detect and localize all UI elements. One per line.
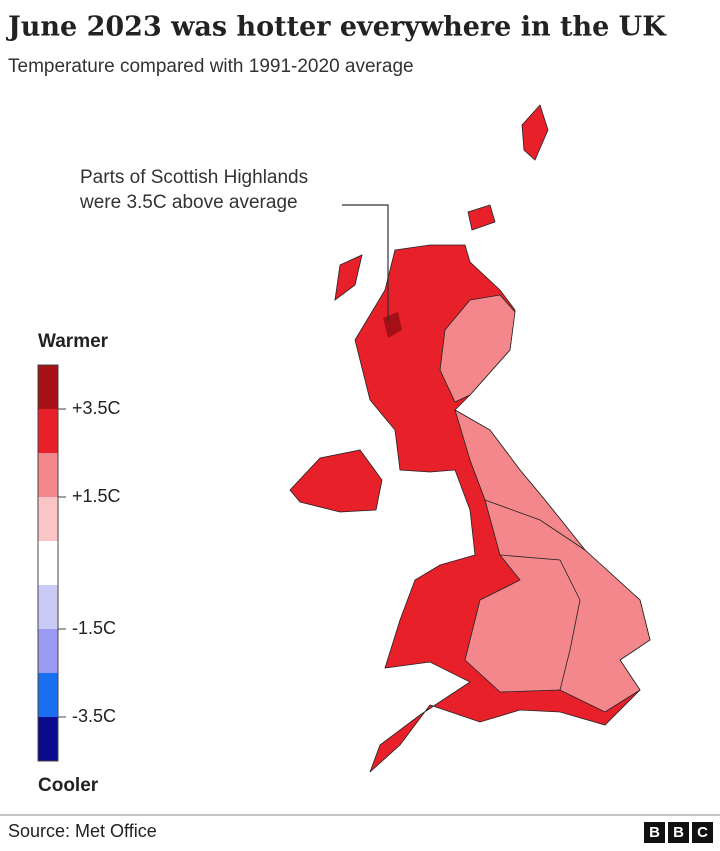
legend-swatch	[38, 541, 58, 585]
logo-block	[692, 822, 713, 843]
region-border	[499, 554, 581, 691]
title: June 2023 was hotter everywhere in the U…	[6, 12, 667, 43]
annotation: were 3.5C above average	[79, 192, 298, 213]
legend-swatch	[38, 365, 58, 409]
logo-letter: B	[649, 824, 660, 841]
logo-letter: C	[697, 824, 708, 841]
legend-swatch	[38, 629, 58, 673]
legend-swatch	[38, 409, 58, 453]
legend-label: -1.5C	[72, 618, 116, 638]
legend-swatch	[38, 497, 58, 541]
logo-block	[668, 822, 689, 843]
legend: +3.5C +1.5C -1.5C -3.5C	[37, 364, 121, 762]
orkney	[467, 204, 496, 231]
subtitle: Temperature compared with 1991-2020 aver…	[8, 56, 414, 77]
east-scotland	[439, 294, 516, 403]
annotation: Parts of Scottish Highlands	[80, 167, 308, 188]
logo-block	[644, 822, 665, 843]
legend-label: +1.5C	[72, 486, 121, 506]
outer-hebrides	[334, 254, 363, 301]
legend-frame	[37, 364, 59, 762]
legend-swatch	[38, 585, 58, 629]
region-border	[484, 499, 586, 551]
northern-ireland	[289, 449, 383, 513]
uk-map	[289, 104, 651, 773]
legend-swatch	[38, 673, 58, 717]
legend-label: +3.5C	[72, 398, 121, 418]
legend-label: -3.5C	[72, 706, 116, 726]
legend-top: Warmer	[38, 331, 109, 352]
annotation-leader	[342, 204, 389, 322]
source: Source: Met Office	[8, 821, 157, 841]
legend-swatch	[38, 717, 58, 761]
shetland	[521, 104, 549, 161]
logo-letter: B	[673, 824, 684, 841]
legend-bottom: Cooler	[38, 775, 99, 796]
legend-swatch	[38, 453, 58, 497]
